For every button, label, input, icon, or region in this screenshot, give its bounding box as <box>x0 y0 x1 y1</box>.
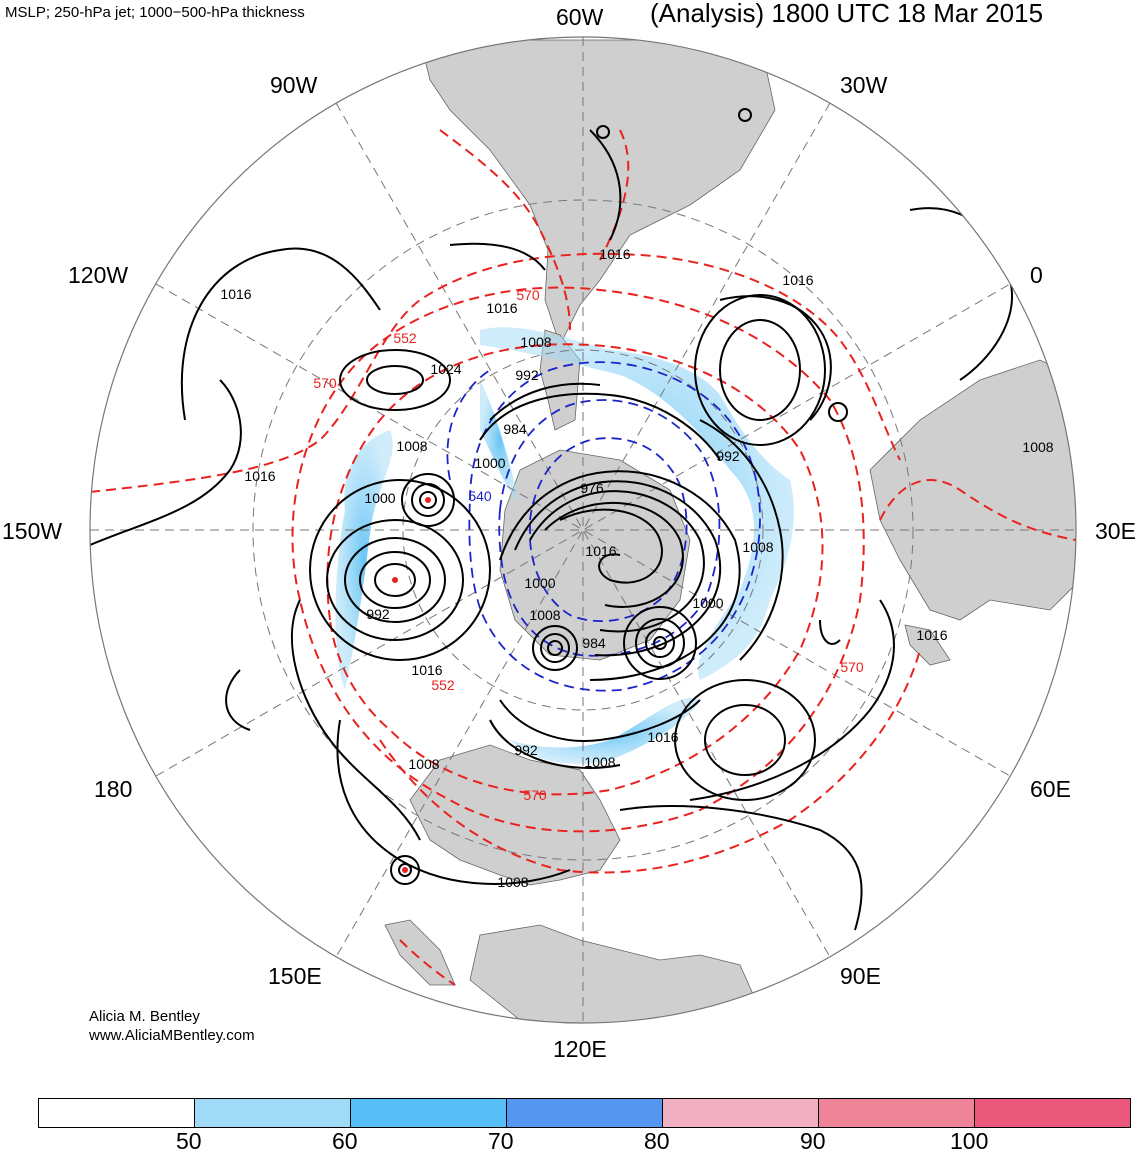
fields-title: MSLP; 250-hPa jet; 1000−500-hPa thicknes… <box>5 4 305 21</box>
mslp-label: 1008 <box>497 874 528 890</box>
lon-label-60w: 60W <box>556 4 604 30</box>
colorbar-segment <box>663 1099 819 1127</box>
antarctica-land <box>499 449 691 661</box>
colorbar-tick-label: 70 <box>488 1128 514 1154</box>
mslp-label: 1008 <box>520 334 551 350</box>
colorbar <box>38 1098 1131 1128</box>
lon-label-30w: 30W <box>840 72 888 98</box>
colorbar-segment <box>819 1099 975 1127</box>
indonesia-land <box>469 924 761 1023</box>
mslp-label: 1000 <box>474 455 505 471</box>
lon-label-150e: 150E <box>268 963 322 989</box>
mslp-label: 1024 <box>430 361 461 377</box>
website-credit: www.AliciaMBentley.com <box>89 1027 255 1044</box>
map-boundary <box>89 36 1077 1024</box>
thickness-label-warm: 570 <box>840 659 864 675</box>
land-masses <box>384 39 1076 1023</box>
mslp-label: 1016 <box>486 300 517 316</box>
author-credit: Alicia M. Bentley <box>89 1008 200 1025</box>
colorbar-tick-label: 60 <box>332 1128 358 1154</box>
mslp-label: 1008 <box>408 756 439 772</box>
jet-band-west <box>335 430 393 690</box>
colorbar-tick-label: 90 <box>800 1128 826 1154</box>
lon-label-150w: 150W <box>2 518 63 544</box>
mslp-label: 1008 <box>742 539 773 555</box>
lon-label-30e: 30E <box>1095 518 1136 544</box>
mslp-label: 992 <box>515 367 539 383</box>
mslp-label: 1016 <box>599 246 630 262</box>
thickness-labels: 570 552 570 552 570 570 540 <box>313 287 864 803</box>
mslp-label: 1008 <box>584 754 615 770</box>
thickness-label-cold: 540 <box>468 488 492 504</box>
colorbar-tick-label: 50 <box>176 1128 202 1154</box>
mslp-label: 1000 <box>692 595 723 611</box>
mslp-label: 1008 <box>1022 439 1053 455</box>
mslp-label: 984 <box>582 635 606 651</box>
mslp-label: 1016 <box>647 729 678 745</box>
colorbar-segment <box>39 1099 195 1127</box>
lon-label-120e: 120E <box>553 1036 607 1062</box>
mslp-label: 1016 <box>244 468 275 484</box>
mslp-label: 1016 <box>585 543 616 559</box>
colorbar-segment <box>975 1099 1130 1127</box>
mslp-label: 1016 <box>782 272 813 288</box>
colorbar-tick-label: 80 <box>644 1128 670 1154</box>
thickness-contours-cold <box>446 361 761 692</box>
lon-label-0: 0 <box>1030 262 1043 288</box>
mslp-label: 992 <box>716 448 740 464</box>
mslp-label: 984 <box>503 421 527 437</box>
thickness-label-warm: 552 <box>393 330 417 346</box>
new-zealand-land <box>384 919 456 986</box>
mslp-label: 1008 <box>529 607 560 623</box>
colorbar-segment <box>351 1099 507 1127</box>
madagascar-land <box>904 624 951 666</box>
australia-land <box>409 744 621 886</box>
mslp-label: 1000 <box>524 575 555 591</box>
mslp-labels: 1016 1016 1016 1016 1008 1024 992 984 10… <box>220 246 1053 890</box>
jet-band-south <box>510 698 700 764</box>
colorbar-segment <box>195 1099 351 1127</box>
thickness-contours-warm <box>90 129 1076 986</box>
lat-lon-grid <box>90 37 1076 1023</box>
lon-label-60e: 60E <box>1030 776 1071 802</box>
low-centers <box>392 497 431 873</box>
mslp-label: 1016 <box>220 286 251 302</box>
thickness-label-warm: 570 <box>523 787 547 803</box>
mslp-label: 992 <box>514 742 538 758</box>
thickness-label-warm: 552 <box>431 677 455 693</box>
mslp-label: 1008 <box>396 438 427 454</box>
lon-label-120w: 120W <box>68 262 129 288</box>
lon-label-180: 180 <box>94 776 133 802</box>
mslp-label: 992 <box>366 606 390 622</box>
mslp-label: 1000 <box>364 490 395 506</box>
colorbar-tick-label: 100 <box>950 1128 989 1154</box>
mslp-label: 1016 <box>411 662 442 678</box>
analysis-title: (Analysis) 1800 UTC 18 Mar 2015 <box>650 0 1044 28</box>
lon-label-90e: 90E <box>840 963 881 989</box>
mslp-label: 976 <box>580 480 604 496</box>
thickness-label-warm: 570 <box>313 375 337 391</box>
lon-label-90w: 90W <box>270 72 318 98</box>
africa-land <box>869 359 1076 621</box>
thickness-label-warm: 570 <box>516 287 540 303</box>
mslp-label: 1016 <box>916 627 947 643</box>
colorbar-segment <box>507 1099 663 1127</box>
mslp-isobars <box>90 108 1013 931</box>
jet-band-south-america <box>480 327 794 680</box>
